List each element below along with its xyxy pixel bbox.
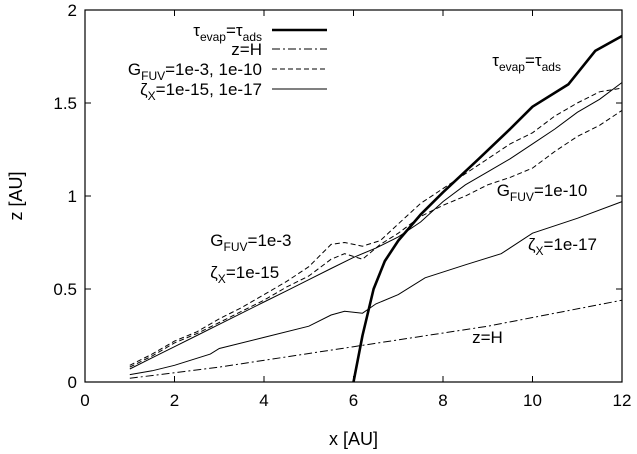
y-axis-label: z [AU] [6, 171, 26, 220]
series-line-solid-4 [129, 82, 623, 370]
annotation-1: GFUV=1e-10 [497, 181, 588, 204]
x-tick-label: 10 [523, 391, 542, 410]
series-layer [129, 34, 623, 383]
axis-ticks: 0 2 4 6 8 10 12 0 0.5 1 1.5 2 [53, 1, 631, 410]
legend-label-2: GFUV=1e-3, 1e-10 [128, 60, 262, 83]
plot-area: 0 2 4 6 8 10 12 0 0.5 1 1.5 2 [53, 1, 631, 410]
x-tick-label: 0 [80, 391, 89, 410]
y-tick-label: 1 [68, 187, 77, 206]
annotation-0: τevap=τads [492, 51, 561, 74]
legend-label-3: ζX=1e-15, 1e-17 [140, 80, 262, 103]
series-line-dashed-3 [129, 109, 623, 368]
series-line-dashdot-1 [129, 299, 623, 379]
x-tick-label: 2 [170, 391, 179, 410]
annotations: τevap=τads GFUV=1e-10 GFUV=1e-3 ζX=1e-15 ζX=… [210, 51, 597, 347]
series-line-dashed-2 [129, 87, 623, 366]
annotation-4: ζX=1e-17 [528, 235, 597, 258]
x-axis-label: x [AU] [329, 429, 378, 449]
y-tick-label: 2 [68, 1, 77, 20]
annotation-2: GFUV=1e-3 [210, 231, 291, 254]
legend-label-0: τevap=τads [193, 21, 262, 44]
x-tick-label: 6 [349, 391, 358, 410]
annotation-5: z=H [472, 328, 503, 347]
x-tick-label: 4 [259, 391, 268, 410]
annotation-3: ζX=1e-15 [210, 263, 279, 286]
y-tick-label: 0.5 [53, 280, 77, 299]
legend-label-1: z=H [231, 40, 262, 59]
x-tick-label: 12 [613, 391, 632, 410]
y-tick-label: 0 [68, 373, 77, 392]
series-line-thick-0 [352, 34, 623, 383]
series-line-solid-5 [129, 201, 623, 376]
x-tick-label: 8 [438, 391, 447, 410]
y-tick-label: 1.5 [53, 94, 77, 113]
